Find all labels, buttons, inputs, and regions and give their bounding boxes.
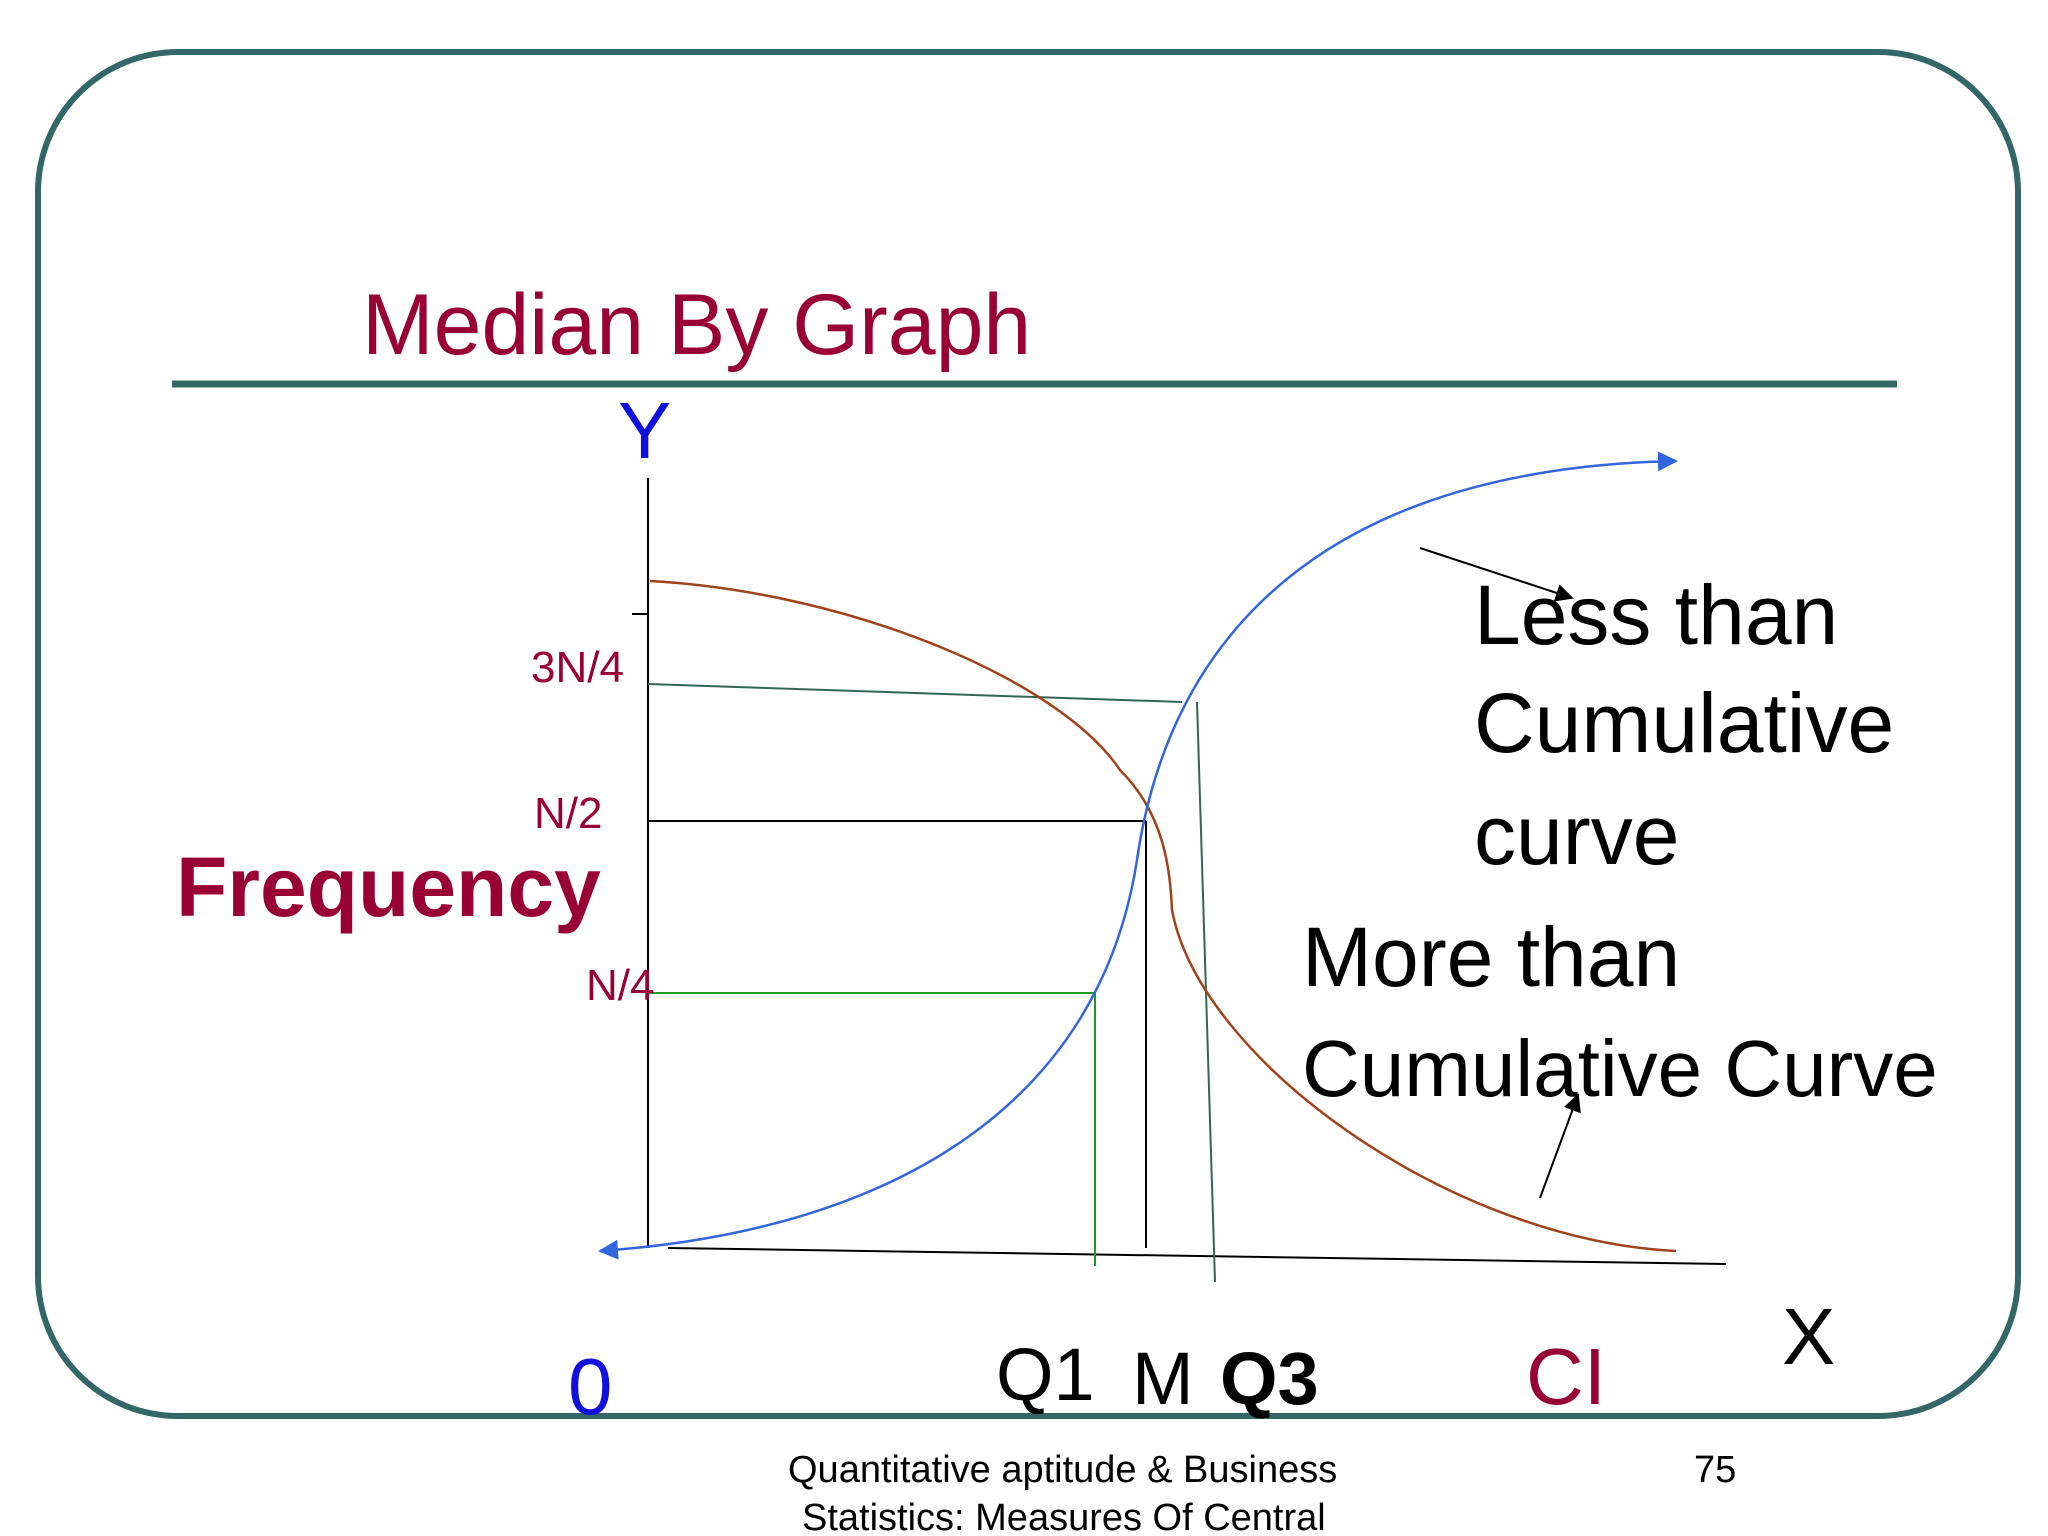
more-than-label-line2: Cumulative Curve <box>1302 1024 1938 1113</box>
y-tick-half: N/2 <box>534 789 602 838</box>
y-tick-three-quarter: 3N/4 <box>531 643 624 692</box>
less-than-pointer-arrow <box>1419 547 1574 602</box>
x-axis-label: X <box>1782 1292 1835 1381</box>
footer-line1: Quantitative aptitude & Business <box>788 1449 1337 1491</box>
x-tick-median: M <box>1132 1337 1194 1420</box>
y-tick-quarter: N/4 <box>586 961 654 1010</box>
footer-line2: Statistics: Measures Of Central <box>802 1497 1326 1536</box>
y-axis-title: Frequency <box>176 840 601 934</box>
more-than-pointer-arrow <box>1539 1093 1581 1199</box>
y-axis-label: Y <box>618 386 671 475</box>
slide-title: Median By Graph <box>362 277 1031 373</box>
more-than-label-line1: More than <box>1302 910 1680 1004</box>
x-tick-q1: Q1 <box>996 1333 1095 1416</box>
less-than-label-line2: Cumulative <box>1474 676 1894 770</box>
less-than-cumulative-curve <box>598 451 1678 1260</box>
x-tick-q3: Q3 <box>1220 1337 1319 1420</box>
x-axis-title: CI <box>1526 1332 1606 1421</box>
page-number: 75 <box>1694 1449 1736 1491</box>
origin-label: 0 <box>568 1342 613 1431</box>
less-than-label-line3: curve <box>1474 788 1679 882</box>
less-than-label-line1: Less than <box>1474 568 1838 662</box>
